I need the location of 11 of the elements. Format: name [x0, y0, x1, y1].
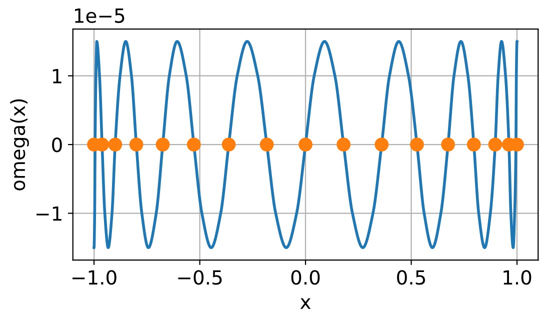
text: 1e−5 [75, 8, 124, 23]
x-axis-title: x [300, 298, 311, 309]
y-tick-label: −1 [36, 206, 62, 221]
x-tick-label: −0.5 [178, 270, 222, 285]
x-tick-label: −1.0 [72, 270, 116, 285]
y-tick-label: 1 [52, 69, 62, 84]
y-tick-label: 0 [52, 138, 62, 152]
x-tick-label: 1.0 [504, 270, 532, 285]
y-axis-title: omega(x) [10, 99, 29, 190]
x-tick-label: 0.0 [291, 270, 320, 285]
x-tick-label: 0.5 [397, 270, 426, 285]
